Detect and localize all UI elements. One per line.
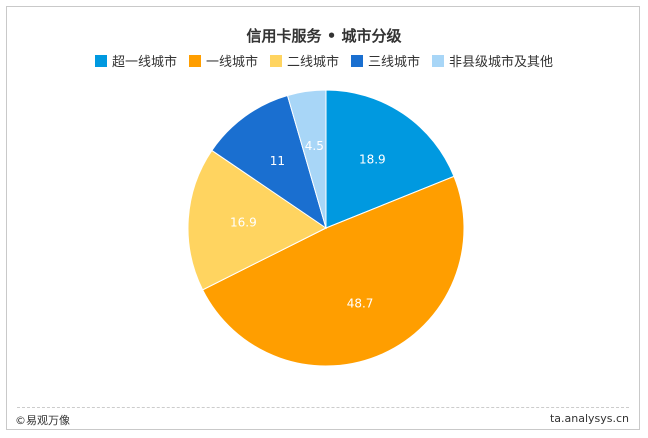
legend-swatch [269,54,282,67]
legend-item[interactable]: 二线城市 [269,51,339,70]
legend-item[interactable]: 一线城市 [188,51,258,70]
legend-item[interactable]: 三线城市 [351,51,420,70]
chart-legend: 超一线城市 一线城市 二线城市 三线城市 非县级城市及其他 [7,51,641,70]
pie-slice-label: 11 [270,154,285,168]
legend-label: 二线城市 [286,55,339,70]
legend-label: 非县级城市及其他 [449,55,554,70]
legend-swatch [351,54,363,67]
legend-label: 超一线城市 [111,55,177,70]
legend-swatch [94,54,107,67]
footer-watermark: ©易观万像 [15,414,70,427]
pie-slice-label: 18.9 [359,152,386,166]
legend-label: 一线城市 [205,55,258,70]
pie-slice-label: 16.9 [230,216,257,230]
pie-slice[interactable] [201,175,465,367]
pie-chart: 18.9 48.7 16.9 11 4.5 [187,89,465,367]
legend-swatch [188,54,201,67]
legend-label: 三线城市 [368,55,421,70]
chart-title: 信用卡服务 • 城市分级 [246,27,402,45]
legend-item[interactable]: 非县级城市及其他 [432,51,553,70]
pie-slice[interactable] [286,89,327,229]
pie-slice[interactable] [325,89,455,229]
legend-item[interactable]: 超一线城市 [94,51,177,70]
pie-slice[interactable] [187,149,327,291]
footer-source: ta.analysys.cn [549,412,629,425]
legend-swatch [432,54,445,67]
pie-slice-label: 48.7 [347,296,374,310]
chart-frame: 信用卡服务 • 城市分级 超一线城市 一线城市 二线城市 三线城市 非县级城市及其他 1… [6,6,640,430]
footer-divider [17,407,629,408]
pie-slice[interactable] [211,94,327,230]
pie-slice-label: 4.5 [305,139,324,153]
